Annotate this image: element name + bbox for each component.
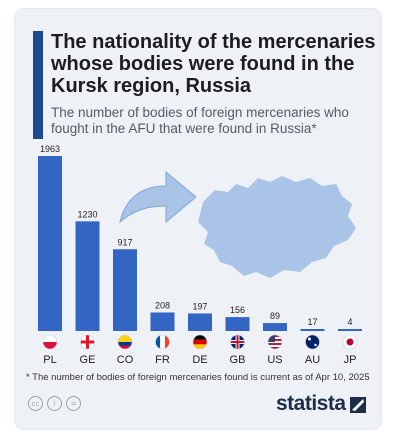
chart-title: The nationality of the mercenaries whose… — [51, 31, 376, 97]
bar-us — [263, 323, 287, 331]
value-label-co: 917 — [117, 237, 132, 247]
category-label-jp: JP — [344, 354, 357, 366]
georgia-flag-icon — [80, 334, 95, 350]
license-icons: cc i = — [28, 396, 81, 411]
us-flag-icon — [267, 334, 283, 350]
value-label-gb: 156 — [230, 305, 245, 315]
equals-icon[interactable]: = — [66, 396, 81, 411]
category-label-au: AU — [305, 354, 320, 366]
value-label-us: 89 — [270, 311, 280, 321]
statista-logo-mark-icon[interactable] — [350, 397, 366, 413]
bar-fr — [150, 312, 175, 331]
cc-icon[interactable]: cc — [28, 396, 43, 411]
bar-pl — [38, 156, 62, 331]
value-label-ge: 1230 — [77, 209, 97, 219]
category-label-co: CO — [117, 354, 134, 366]
bar-chart: 1963 PL 1230 GE 917 CO 208 FR 197 DE 156 GB 89 US 17 AU… — [38, 144, 362, 366]
bars-layer: 1963 PL 1230 GE 917 CO 208 FR 197 DE 156 GB 89 US 17 AU… — [38, 144, 362, 366]
category-label-ge: GE — [80, 354, 96, 366]
category-label-de: DE — [192, 354, 207, 366]
value-label-jp: 4 — [347, 317, 352, 327]
bar-ge — [75, 221, 100, 331]
value-label-pl: 1963 — [40, 144, 60, 154]
france-flag-icon — [155, 334, 170, 350]
category-label-us: US — [267, 354, 282, 366]
value-label-fr: 208 — [155, 300, 170, 310]
bar-jp — [338, 329, 362, 331]
bar-co — [113, 249, 137, 331]
curved-arrow-icon — [119, 170, 197, 224]
bar-au — [300, 329, 325, 331]
value-label-au: 17 — [307, 317, 317, 327]
uk-flag-icon — [230, 334, 245, 350]
kursk-region-map-icon — [198, 176, 356, 278]
category-label-pl: PL — [43, 354, 56, 366]
bar-de — [188, 313, 212, 331]
germany-flag-icon — [192, 334, 208, 350]
colombia-flag-icon — [117, 334, 133, 350]
statista-logo[interactable]: statista — [276, 392, 346, 415]
australia-flag-icon — [305, 334, 320, 350]
japan-flag-icon — [342, 334, 358, 350]
chart-subtitle: The number of bodies of foreign mercenar… — [51, 105, 349, 136]
value-label-de: 197 — [192, 301, 207, 311]
poland-flag-icon — [42, 334, 58, 350]
category-label-fr: FR — [155, 354, 170, 366]
footnote: * The number of bodies of foreign mercen… — [26, 372, 370, 383]
title-accent-bar — [33, 31, 43, 139]
by-icon[interactable]: i — [47, 396, 62, 411]
bar-gb — [225, 317, 250, 331]
category-label-gb: GB — [230, 354, 246, 366]
